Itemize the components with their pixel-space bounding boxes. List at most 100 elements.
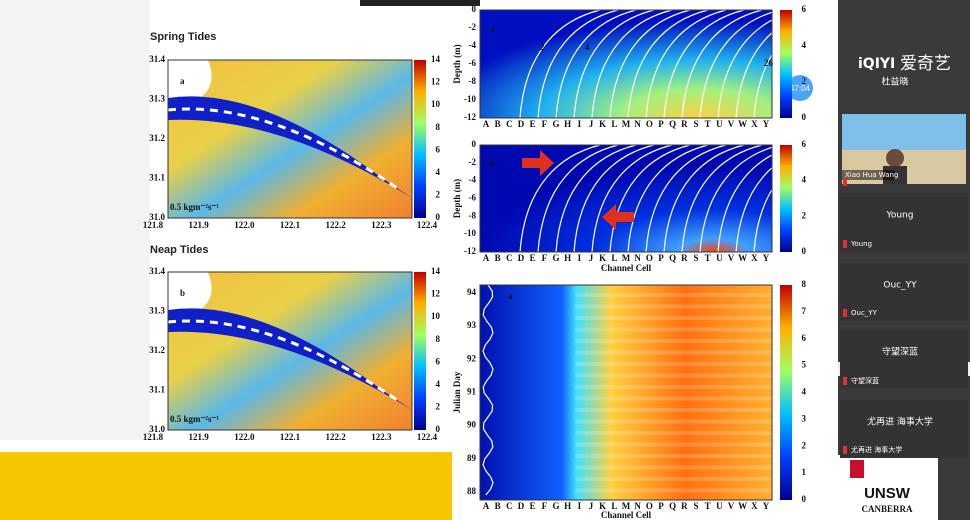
brand-name: 爱奇艺 — [900, 54, 951, 74]
band — [575, 385, 772, 389]
y-tick-label: -10 — [464, 94, 476, 104]
cell-label: N — [634, 501, 641, 511]
contour — [735, 9, 817, 119]
participant-tile[interactable] — [840, 330, 968, 388]
y-tick-label: -4 — [469, 175, 477, 185]
annotation: 4 — [585, 42, 590, 52]
cell-label: S — [693, 501, 698, 511]
x-tick-label: 122.1 — [280, 432, 301, 442]
band — [575, 408, 772, 412]
band — [575, 316, 772, 320]
y-tick-label: 92 — [467, 353, 477, 363]
contour — [573, 9, 655, 119]
y-tick-label: 6 — [802, 139, 807, 149]
y-tick-label: 2 — [436, 401, 441, 411]
timeseries-frame — [479, 284, 773, 501]
contour — [537, 9, 619, 119]
cell-label: A — [483, 253, 490, 263]
cell-label: C — [506, 253, 513, 263]
colorbar — [780, 145, 792, 252]
y-tick-label: 6 — [802, 333, 807, 343]
y-tick-label: 0 — [802, 112, 807, 122]
cell-label: Q — [669, 501, 676, 511]
y-tick-label: 10 — [431, 311, 441, 321]
contour — [591, 9, 673, 119]
cell-label: H — [564, 119, 571, 129]
cell-label: V — [728, 119, 735, 129]
contour — [735, 144, 817, 253]
y-tick-label: 31.0 — [149, 424, 165, 434]
cell-label: I — [578, 119, 582, 129]
y-tick-label: 90 — [467, 420, 477, 430]
mic-icon — [843, 446, 847, 454]
top-bar — [360, 0, 480, 6]
contour — [645, 144, 727, 253]
panel-label: a — [508, 291, 513, 301]
cell-label: W — [738, 253, 747, 263]
y-tick-label: -6 — [469, 58, 477, 68]
participant-tile[interactable] — [840, 400, 968, 458]
cell-label: B — [495, 501, 501, 511]
y-tick-label: 31.2 — [149, 133, 165, 143]
cell-label: N — [634, 119, 641, 129]
x-tick-label: 122.0 — [234, 220, 255, 230]
x-tick-label: 121.9 — [189, 432, 210, 442]
cell-label: E — [530, 253, 536, 263]
cell-label: E — [530, 501, 536, 511]
y-tick-label: 6 — [802, 4, 807, 14]
cell-label: J — [589, 501, 594, 511]
cell-label: X — [751, 119, 758, 129]
colorbar — [414, 272, 426, 430]
contour — [681, 144, 763, 253]
y-tick-label: -4 — [469, 40, 477, 50]
cell-label: S — [693, 253, 698, 263]
y-tick-label: 0 — [472, 4, 477, 14]
participant-name: Young — [886, 211, 914, 221]
cell-label: C — [506, 501, 513, 511]
y-tick-label: -12 — [464, 112, 476, 122]
cell-label: G — [552, 253, 559, 263]
cell-label: T — [705, 119, 711, 129]
y-tick-label: 1 — [802, 467, 807, 477]
band — [575, 465, 772, 470]
mic-icon — [843, 377, 847, 385]
band — [575, 339, 772, 343]
colorbar — [414, 60, 426, 218]
cell-label: B — [495, 119, 501, 129]
cell-label: H — [564, 501, 571, 511]
contour — [663, 9, 745, 119]
host-name: 杜益晓 — [881, 76, 908, 88]
y-tick-label: -8 — [469, 210, 477, 220]
cell-label: S — [693, 119, 698, 129]
band — [575, 477, 772, 481]
map-frame — [167, 271, 413, 431]
cell-label: M — [622, 501, 631, 511]
participant-tile[interactable] — [840, 193, 968, 251]
cell-label: Q — [669, 119, 676, 129]
cell-label: C — [506, 119, 513, 129]
cell-label: M — [622, 253, 631, 263]
contour — [663, 144, 745, 253]
y-tick-label: 2 — [802, 440, 807, 450]
x-tick-label: 122.1 — [280, 220, 301, 230]
y-tick-label: 31.1 — [149, 173, 165, 183]
cell-label: Y — [763, 501, 770, 511]
timer-badge[interactable] — [787, 75, 813, 101]
cell-label: D — [518, 253, 525, 263]
section-frame — [479, 9, 773, 119]
x-axis-label: Channel Cell — [601, 263, 652, 273]
participant-tile[interactable] — [840, 263, 968, 321]
band — [575, 442, 772, 447]
cell-label: I — [578, 501, 582, 511]
participant-name: 尤再进 海事大学 — [867, 416, 933, 428]
y-tick-label: 91 — [467, 387, 477, 397]
x-tick-label: 122.3 — [371, 432, 392, 442]
mic-icon — [843, 309, 847, 317]
cell-label: O — [646, 253, 653, 263]
cell-label: X — [751, 253, 758, 263]
mic-icon — [843, 240, 847, 248]
y-tick-label: 8 — [436, 334, 441, 344]
cell-label: R — [681, 119, 688, 129]
band — [575, 431, 772, 435]
